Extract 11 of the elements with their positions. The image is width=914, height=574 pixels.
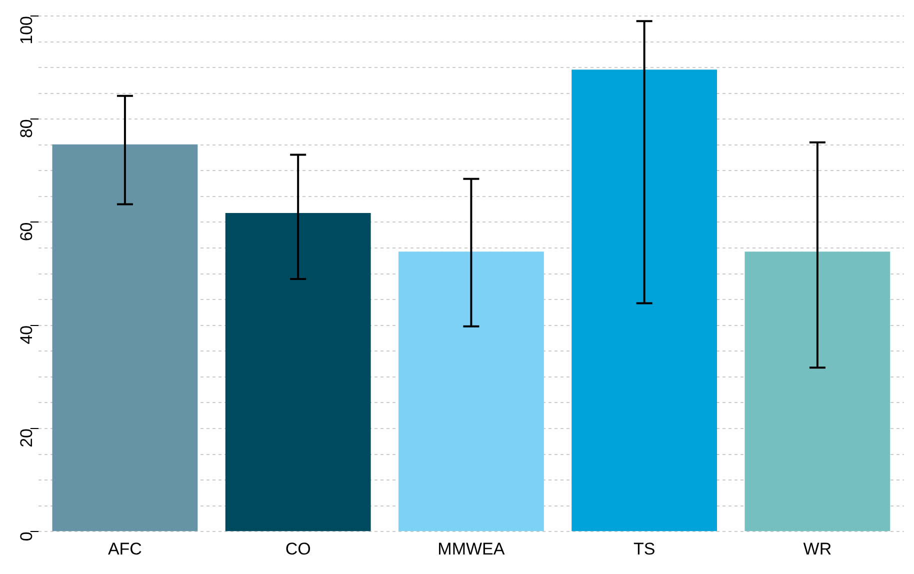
y-tick-label: 80 — [17, 119, 36, 138]
y-tick-label: 40 — [17, 325, 36, 344]
y-tick-label: 100 — [17, 16, 36, 44]
x-tick-label: CO — [285, 539, 311, 558]
x-tick-label: TS — [633, 539, 656, 558]
y-tick-label: 0 — [17, 532, 36, 542]
x-tick-label: MMWEA — [438, 539, 506, 558]
y-tick-label: 60 — [17, 222, 36, 242]
x-tick-label: WR — [803, 539, 832, 558]
x-tick-label: AFC — [108, 539, 142, 558]
y-tick-label: 20 — [17, 428, 36, 448]
